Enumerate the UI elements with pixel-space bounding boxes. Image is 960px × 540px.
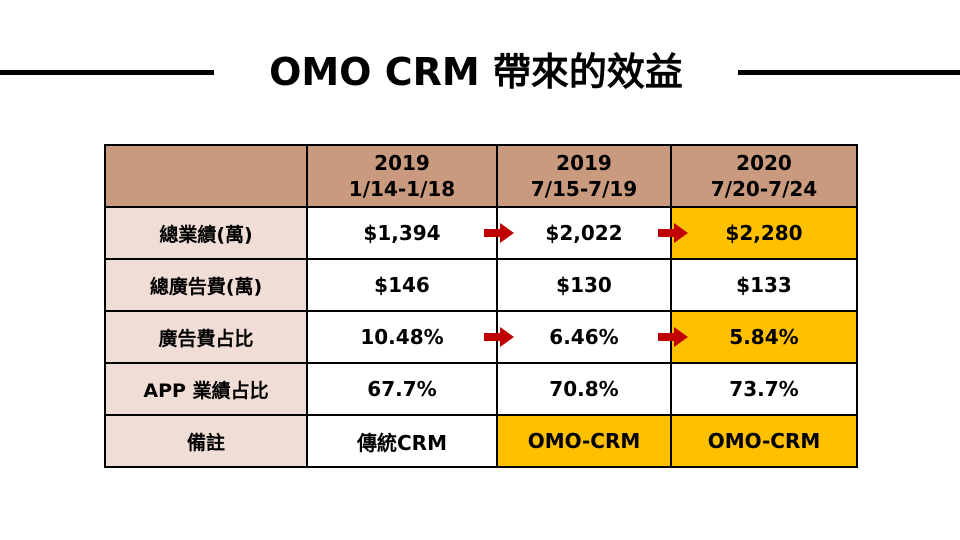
row-label: 總業績(萬) — [104, 206, 308, 260]
header-cell-empty — [104, 144, 308, 208]
header-year: 2019 — [374, 151, 430, 175]
header-dates: 7/20-7/24 — [710, 177, 818, 201]
table-cell: 73.7% — [670, 362, 858, 416]
header-cell-period-1: 2019 1/14-1/18 — [306, 144, 498, 208]
row-label: 廣告費占比 — [104, 310, 308, 364]
cell-value: $2,022 — [545, 221, 623, 245]
cell-value: $2,280 — [725, 221, 803, 245]
table-cell-highlight: OMO-CRM — [496, 414, 672, 468]
header-cell-period-3: 2020 7/20-7/24 — [670, 144, 858, 208]
table-cell: 67.7% — [306, 362, 498, 416]
table-cell: $146 — [306, 258, 498, 312]
table-row: 備註 傳統CRM OMO-CRM OMO-CRM — [104, 414, 858, 468]
table-cell: 10.48% — [306, 310, 498, 364]
results-table: 2019 1/14-1/18 2019 7/15-7/19 2020 7/20-… — [104, 144, 858, 468]
cell-value: 5.84% — [729, 325, 799, 349]
arrow-right-icon — [658, 223, 688, 243]
slide-title: OMO CRM 帶來的效益 — [269, 50, 683, 94]
title-row: OMO CRM 帶來的效益 — [0, 36, 960, 108]
row-label: 備註 — [104, 414, 308, 468]
header-year: 2019 — [556, 151, 612, 175]
table-row: APP 業績占比 67.7% 70.8% 73.7% — [104, 362, 858, 416]
arrow-right-icon — [484, 327, 514, 347]
table-cell: $1,394 — [306, 206, 498, 260]
table-cell: 70.8% — [496, 362, 672, 416]
title-rule-right — [738, 70, 960, 75]
table-cell: $130 — [496, 258, 672, 312]
arrow-right-icon — [658, 327, 688, 347]
table-cell-highlight: OMO-CRM — [670, 414, 858, 468]
table-cell: 6.46% — [484, 310, 672, 364]
table-cell: $2,022 — [484, 206, 672, 260]
row-label: APP 業績占比 — [104, 362, 308, 416]
header-cell-period-2: 2019 7/15-7/19 — [496, 144, 672, 208]
table-header-row: 2019 1/14-1/18 2019 7/15-7/19 2020 7/20-… — [104, 144, 858, 208]
table-row: 廣告費占比 10.48% 6.46% 5.84% — [104, 310, 858, 364]
table-cell: $133 — [670, 258, 858, 312]
table-cell-highlight: $2,280 — [658, 206, 858, 260]
arrow-right-icon — [484, 223, 514, 243]
table-cell-highlight: 5.84% — [658, 310, 858, 364]
row-label: 總廣告費(萬) — [104, 258, 308, 312]
table-row: 總廣告費(萬) $146 $130 $133 — [104, 258, 858, 312]
title-rule-left — [0, 70, 214, 75]
table-row: 總業績(萬) $1,394 $2,022 $2,280 — [104, 206, 858, 260]
header-dates: 1/14-1/18 — [348, 177, 456, 201]
table-cell: 傳統CRM — [306, 414, 498, 468]
cell-value: 6.46% — [549, 325, 619, 349]
header-year: 2020 — [736, 151, 792, 175]
header-dates: 7/15-7/19 — [530, 177, 638, 201]
